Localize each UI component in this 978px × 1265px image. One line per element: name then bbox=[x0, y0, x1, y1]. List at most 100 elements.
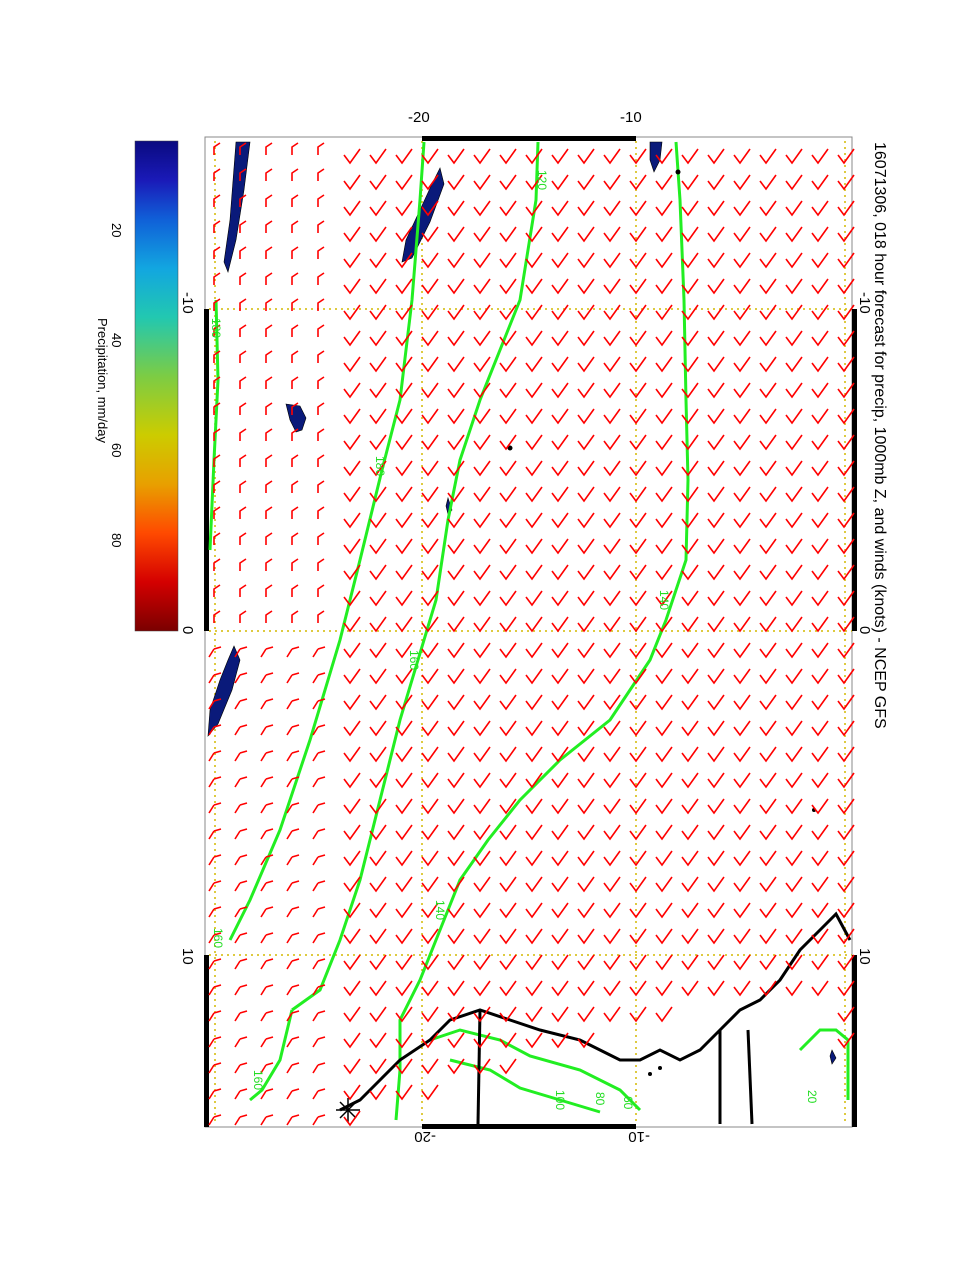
wind-barb bbox=[811, 720, 829, 737]
wind-barb bbox=[395, 148, 413, 165]
wind-barb bbox=[837, 512, 855, 529]
wind-barb bbox=[707, 954, 725, 971]
wind-barb bbox=[785, 616, 803, 633]
wind-barb bbox=[395, 694, 413, 711]
wind-barb bbox=[837, 694, 855, 711]
wind-barb bbox=[447, 980, 465, 997]
wind-barb bbox=[343, 512, 361, 529]
wind-barb bbox=[473, 486, 491, 503]
wind-barb bbox=[811, 356, 829, 373]
wind-barb bbox=[317, 220, 325, 233]
wind-barb bbox=[499, 538, 517, 555]
wind-barb bbox=[837, 1032, 855, 1049]
wind-barb bbox=[603, 902, 621, 919]
wind-barb bbox=[681, 642, 699, 659]
wind-barb bbox=[785, 278, 803, 295]
wind-barb bbox=[260, 828, 274, 840]
wind-barb bbox=[499, 1058, 517, 1075]
wind-barb bbox=[629, 304, 647, 321]
wind-barb bbox=[629, 694, 647, 711]
wind-barb bbox=[525, 538, 543, 555]
wind-barb bbox=[707, 382, 725, 399]
wind-barb bbox=[733, 798, 751, 815]
wind-barb bbox=[811, 746, 829, 763]
wind-barb bbox=[577, 226, 595, 243]
wind-barb bbox=[473, 460, 491, 477]
wind-barb bbox=[208, 854, 222, 866]
wind-barb bbox=[525, 928, 543, 945]
wind-barb bbox=[629, 486, 647, 503]
wind-barb bbox=[208, 802, 222, 814]
lon-tick-left-3: 10 bbox=[179, 948, 196, 965]
wind-barb bbox=[707, 330, 725, 347]
wind-barb bbox=[208, 750, 222, 762]
wind-barb bbox=[837, 252, 855, 269]
wind-barb bbox=[811, 252, 829, 269]
map-panel: -10 0 10 -10 0 10 -20 -10 -20 -10 bbox=[179, 109, 873, 1145]
wind-barb bbox=[629, 642, 647, 659]
wind-barb bbox=[421, 668, 439, 685]
wind-barb bbox=[421, 772, 439, 789]
wind-barb bbox=[213, 584, 221, 597]
wind-barb bbox=[343, 746, 361, 763]
wind-barb bbox=[421, 798, 439, 815]
wind-barb bbox=[239, 480, 247, 493]
wind-barb bbox=[551, 200, 569, 217]
wind-barb bbox=[260, 880, 274, 892]
wind-barb bbox=[525, 1032, 543, 1049]
wind-barb bbox=[837, 226, 855, 243]
wind-barb bbox=[681, 408, 699, 425]
wind-barb bbox=[265, 428, 273, 441]
contour-180a bbox=[208, 299, 220, 551]
wind-barb bbox=[577, 174, 595, 191]
wind-barb bbox=[369, 226, 387, 243]
wind-barb bbox=[759, 148, 777, 165]
wind-barb bbox=[837, 200, 855, 217]
wind-barb bbox=[811, 772, 829, 789]
wind-barb bbox=[837, 824, 855, 841]
wind-barb bbox=[239, 584, 247, 597]
axis-bars bbox=[204, 136, 857, 1129]
wind-barb bbox=[525, 590, 543, 607]
wind-barb bbox=[629, 278, 647, 295]
wind-barb bbox=[265, 376, 273, 389]
wind-barb bbox=[681, 928, 699, 945]
precip-blob-7 bbox=[829, 1049, 837, 1065]
wind-barb bbox=[733, 772, 751, 789]
wind-barb bbox=[837, 1006, 855, 1023]
wind-barb bbox=[733, 200, 751, 217]
wind-barb bbox=[369, 1084, 387, 1101]
wind-barb bbox=[551, 564, 569, 581]
wind-barb bbox=[239, 298, 247, 311]
wind-barb bbox=[837, 746, 855, 763]
wind-barb bbox=[369, 330, 387, 347]
wind-barb bbox=[577, 486, 595, 503]
wind-barb bbox=[785, 668, 803, 685]
wind-barb bbox=[655, 798, 673, 815]
wind-barb bbox=[733, 330, 751, 347]
wind-barb bbox=[837, 850, 855, 867]
wind-barb bbox=[603, 460, 621, 477]
wind-barb bbox=[395, 1084, 413, 1101]
wind-barb bbox=[421, 486, 439, 503]
wind-barb bbox=[785, 772, 803, 789]
wind-barb bbox=[239, 428, 247, 441]
lon-tick-left-1: -10 bbox=[179, 292, 196, 314]
wind-barb bbox=[577, 642, 595, 659]
wind-barb bbox=[577, 434, 595, 451]
wind-barb bbox=[499, 616, 517, 633]
wind-barb bbox=[421, 824, 439, 841]
wind-barb bbox=[317, 532, 325, 545]
wind-barb bbox=[343, 304, 361, 321]
wind-barb bbox=[421, 278, 439, 295]
wind-barb bbox=[395, 564, 413, 581]
wind-barb bbox=[234, 1062, 248, 1074]
wind-barb bbox=[525, 1006, 543, 1023]
wind-barb bbox=[733, 512, 751, 529]
wind-barb bbox=[733, 616, 751, 633]
wind-barb bbox=[447, 252, 465, 269]
wind-barb bbox=[551, 434, 569, 451]
wind-barb bbox=[421, 876, 439, 893]
wind-barb bbox=[369, 616, 387, 633]
wind-barb bbox=[811, 616, 829, 633]
